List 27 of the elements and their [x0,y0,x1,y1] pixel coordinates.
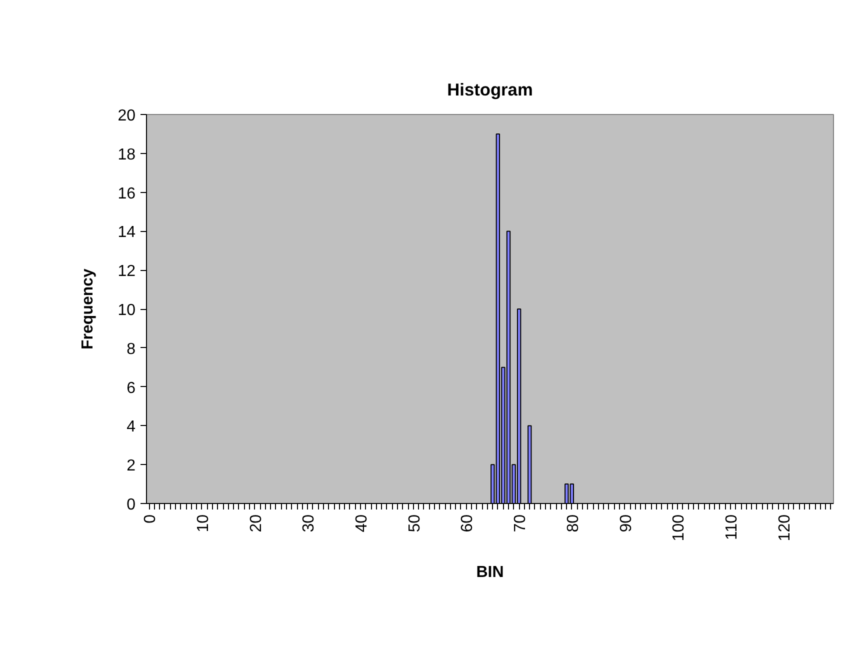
x-tick-label: 110 [723,514,740,540]
x-tick-label: 0 [142,514,160,524]
x-tick-label: 100 [670,514,688,542]
x-tick-label: 120 [776,514,794,542]
y-tick-label: 18 [118,146,136,164]
y-tick-label: 2 [126,458,136,475]
x-tick-label: 80 [564,514,582,532]
y-tick-label: 20 [118,108,136,124]
y-tick-label: 12 [118,263,136,280]
chart-title: Histogram [447,80,533,100]
y-tick-label: 4 [126,418,136,436]
x-tick-label: 20 [248,514,265,532]
x-tick-label: 70 [512,514,530,532]
x-tick-label: 40 [354,514,371,532]
y-tick-label: 10 [118,302,136,319]
x-tick-label: 90 [618,514,635,532]
y-tick-label: 8 [126,340,136,358]
x-tick-label: 50 [406,514,424,532]
y-axis-title: Frequency [80,268,97,350]
y-tick-label: 6 [126,380,136,397]
x-tick-label: 30 [300,514,318,532]
x-tick-label: 10 [194,514,212,532]
x-tick-label: 60 [459,514,476,532]
y-tick-label: 0 [126,496,136,514]
y-tick-label: 16 [118,185,136,202]
x-axis-title: BIN [476,564,504,582]
y-tick-label: 14 [118,224,136,242]
